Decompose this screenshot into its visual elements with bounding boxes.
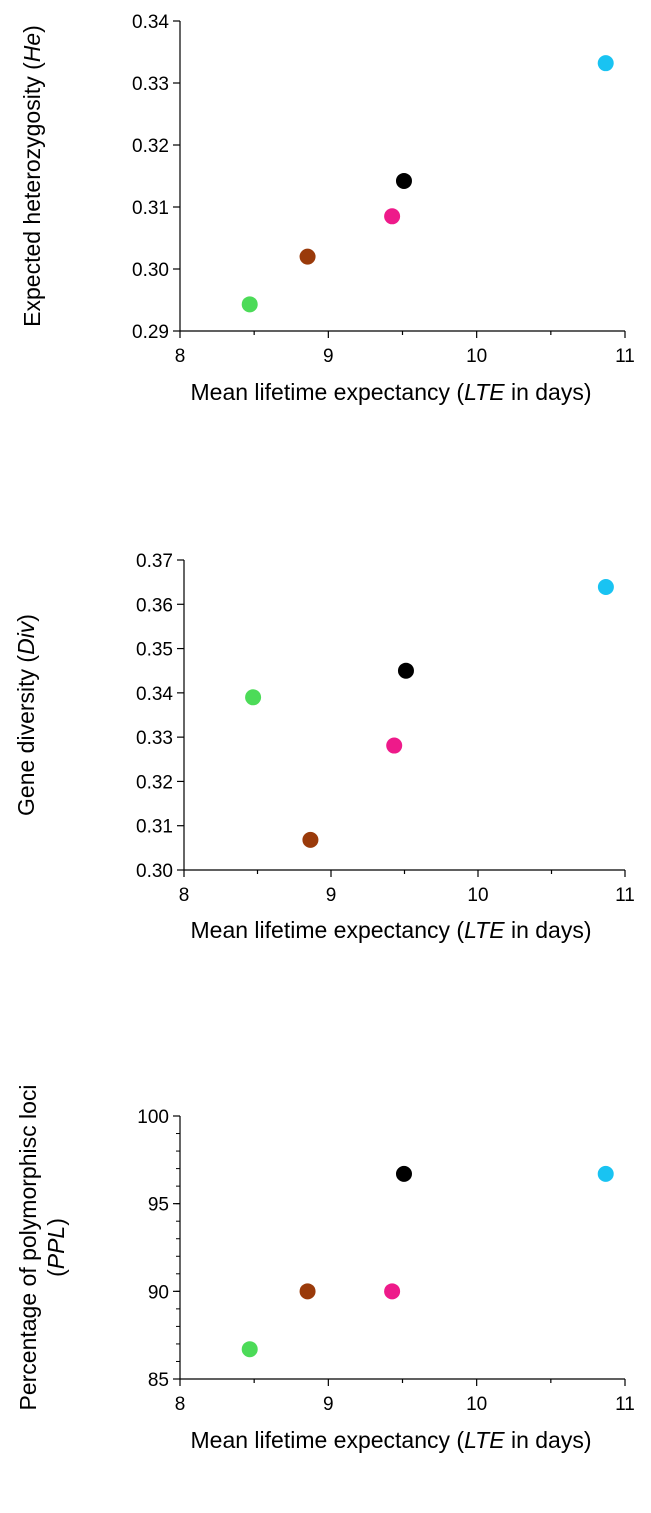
data-point <box>395 172 412 189</box>
y-tick-label: 0.34 <box>136 684 173 705</box>
x-tick-label: 9 <box>323 1394 334 1415</box>
x-axis-title: Mean lifetime expectancy (LTE in days) <box>191 379 592 405</box>
data-point <box>395 1165 412 1182</box>
y-tick-label: 0.35 <box>136 640 173 661</box>
y-tick-label: 0.33 <box>132 74 169 95</box>
chart-3: 8 9 10 11 85 90 95 100 Mean lifetime expectancy … <box>15 1085 635 1454</box>
x-tick-label: 11 <box>615 1394 635 1415</box>
x-tick-label: 11 <box>615 885 635 906</box>
y-tick-label: 0.37 <box>136 551 173 572</box>
x-tick-label: 9 <box>326 885 337 906</box>
data-point <box>245 689 262 706</box>
y-tick-label: 0.33 <box>136 728 173 749</box>
y-tick-label: 90 <box>148 1282 169 1303</box>
y-axis-title: Expected heterozygosity (He) <box>19 25 45 327</box>
y-tick-label: 0.29 <box>132 322 169 343</box>
y-tick-label: 0.32 <box>132 136 169 157</box>
data-point <box>299 1283 316 1300</box>
x-axis-title: Mean lifetime expectancy (LTE in days) <box>191 917 592 943</box>
x-tick-label: 9 <box>323 346 334 367</box>
data-point <box>397 662 414 679</box>
x-tick-label: 8 <box>179 885 190 906</box>
data-point <box>597 55 614 72</box>
y-tick-label: 0.32 <box>136 772 173 793</box>
data-point <box>299 248 316 265</box>
x-tick-label: 8 <box>175 1394 186 1415</box>
x-axis-title: Mean lifetime expectancy (LTE in days) <box>191 1427 592 1453</box>
x-tick-label: 10 <box>466 1394 487 1415</box>
x-tick-label: 10 <box>466 346 487 367</box>
y-tick-label: 0.34 <box>132 12 169 33</box>
data-point <box>302 831 319 848</box>
y-tick-label: 0.30 <box>132 260 169 281</box>
data-point <box>384 1283 401 1300</box>
y-tick-label: 85 <box>148 1370 169 1391</box>
y-tick-label: 0.31 <box>132 198 169 219</box>
chart-1: 8 9 10 11 0.29 0.30 0.31 0.32 0.33 0.34 Mean lifet… <box>19 12 635 405</box>
data-point <box>241 1341 258 1358</box>
y-tick-label: 0.31 <box>136 817 173 838</box>
x-tick-label: 10 <box>467 885 488 906</box>
y-tick-label: 100 <box>137 1107 169 1128</box>
y-tick-label: 0.36 <box>136 595 173 616</box>
data-point <box>241 296 258 313</box>
y-axis-title: Gene diversity (Div) <box>13 614 39 816</box>
data-point <box>597 579 614 596</box>
y-tick-label: 95 <box>148 1195 169 1216</box>
y-tick-label: 0.30 <box>136 861 173 882</box>
data-point <box>384 208 401 225</box>
x-tick-label: 11 <box>615 346 635 367</box>
data-point <box>386 737 403 754</box>
data-point <box>597 1165 614 1182</box>
y-axis-title-line1: Percentage of polymorphisc loci <box>15 1085 41 1411</box>
chart-2: 8 9 10 11 0.30 0.31 0.32 0.33 0.34 0.35 0.36 0.37 Me… <box>13 551 635 943</box>
x-tick-label: 8 <box>175 346 186 367</box>
y-axis-title-line2: (PPL) <box>43 1218 69 1277</box>
